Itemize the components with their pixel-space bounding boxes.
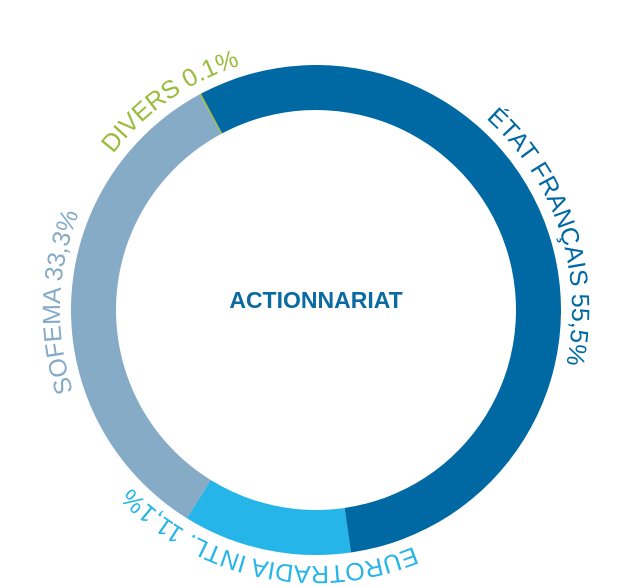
donut-segment (200, 64, 561, 553)
donut-segment (199, 93, 223, 135)
donut-segment (187, 480, 351, 555)
chart-title: ACTIONNARIAT (229, 287, 402, 313)
value-label: 55,5% (560, 293, 594, 368)
donut-segment (70, 94, 221, 519)
